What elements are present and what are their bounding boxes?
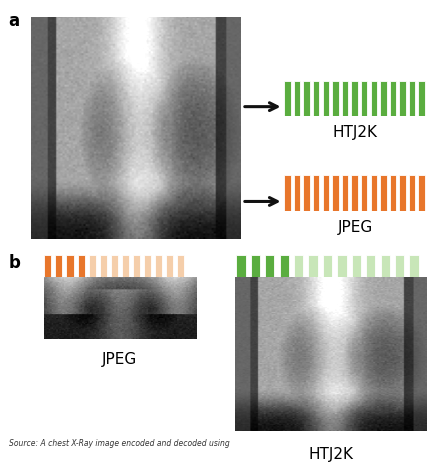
Bar (133, 255, 140, 280)
Text: HTJ2K: HTJ2K (333, 125, 378, 140)
Bar (332, 81, 339, 116)
Bar (342, 81, 348, 116)
Text: Source: A chest X-Ray image encoded and decoded using: Source: A chest X-Ray image encoded and … (9, 439, 229, 448)
Bar (399, 175, 406, 211)
Bar (342, 175, 348, 211)
Bar (236, 255, 245, 280)
Bar (395, 255, 404, 280)
Bar (78, 255, 85, 280)
Bar (381, 255, 390, 280)
Bar (323, 175, 329, 211)
Bar (303, 81, 310, 116)
Bar (284, 175, 291, 211)
Bar (166, 255, 173, 280)
Bar (313, 81, 320, 116)
Bar (313, 175, 320, 211)
Bar (89, 255, 95, 280)
Bar (303, 175, 310, 211)
Bar (294, 81, 300, 116)
Bar (122, 255, 129, 280)
Bar (144, 255, 151, 280)
Text: JPEG: JPEG (102, 353, 137, 367)
Bar (111, 255, 118, 280)
Bar (409, 175, 416, 211)
Bar (419, 81, 425, 116)
Bar (380, 175, 387, 211)
Bar (380, 81, 387, 116)
Bar (351, 81, 358, 116)
Bar (409, 255, 419, 280)
Bar (100, 255, 107, 280)
Text: a: a (9, 12, 20, 30)
Bar (419, 175, 425, 211)
Bar (409, 81, 416, 116)
Bar (332, 175, 339, 211)
Bar (309, 255, 318, 280)
Bar (371, 81, 377, 116)
Bar (155, 255, 162, 280)
Bar (366, 255, 375, 280)
Bar (371, 175, 377, 211)
Text: HTJ2K: HTJ2K (309, 447, 354, 462)
Bar (251, 255, 260, 280)
Bar (323, 255, 332, 280)
Bar (351, 175, 358, 211)
Bar (352, 255, 361, 280)
Bar (279, 255, 289, 280)
Bar (66, 255, 74, 280)
Bar (284, 81, 291, 116)
Bar (337, 255, 347, 280)
Bar (361, 81, 368, 116)
Bar (55, 255, 62, 280)
Bar (294, 175, 300, 211)
Bar (44, 255, 51, 280)
Bar (265, 255, 274, 280)
Bar (294, 255, 303, 280)
Bar (323, 81, 329, 116)
Bar (390, 81, 396, 116)
Bar (361, 175, 368, 211)
Bar (177, 255, 184, 280)
Bar (390, 175, 396, 211)
Bar (399, 81, 406, 116)
Text: b: b (9, 254, 20, 272)
Text: JPEG: JPEG (338, 220, 373, 235)
